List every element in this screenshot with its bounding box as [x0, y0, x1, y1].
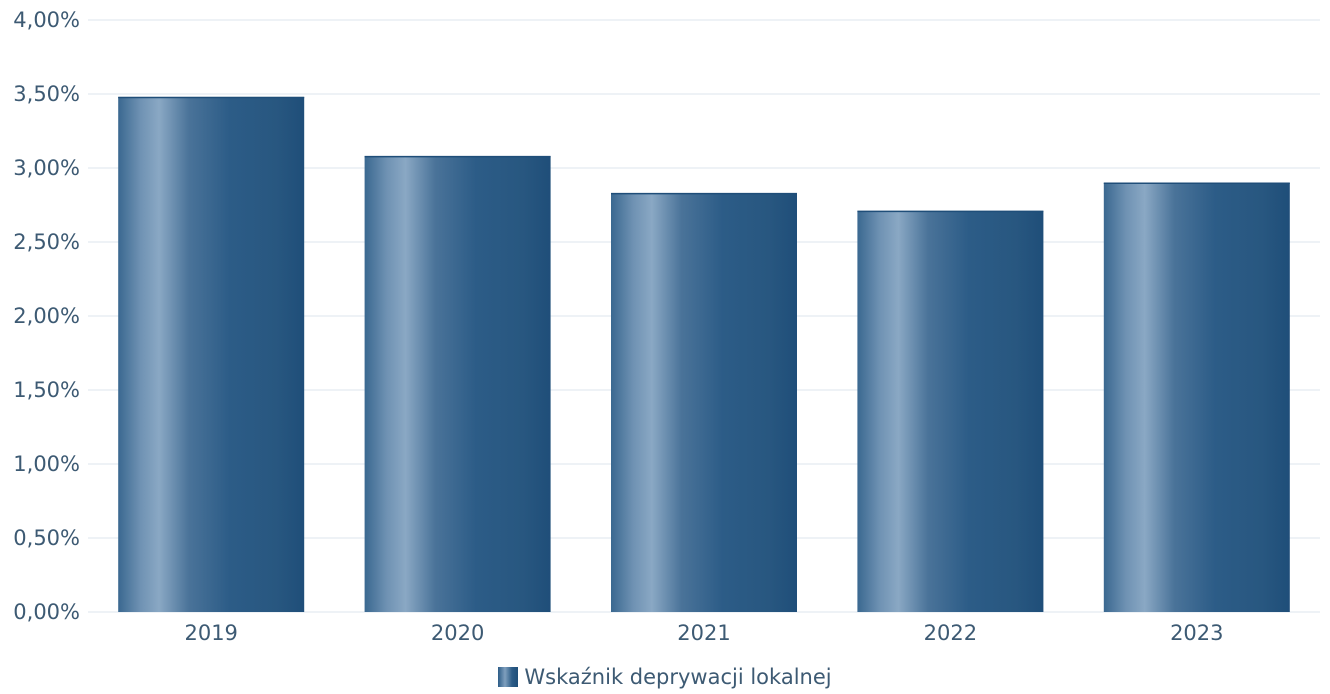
bar-2021 — [611, 193, 797, 612]
y-tick-label: 1,50% — [13, 378, 80, 402]
y-tick-label: 3,00% — [13, 156, 80, 180]
x-tick-label: 2020 — [431, 621, 484, 645]
bar-2020 — [364, 156, 551, 612]
bars — [118, 96, 1290, 613]
y-tick-label: 2,00% — [13, 304, 80, 328]
x-tick-label: 2022 — [924, 621, 977, 645]
bar-2019 — [118, 96, 305, 612]
y-tick-label: 3,50% — [13, 82, 80, 106]
x-axis: 2019 2020 2021 2022 2023 — [184, 621, 1223, 645]
y-tick-label: 1,00% — [13, 452, 80, 476]
y-tick-label: 4,00% — [13, 8, 80, 32]
y-tick-label: 0,50% — [13, 526, 80, 550]
y-axis: 0,00% 0,50% 1,00% 1,50% 2,00% 2,50% 3,00% 3,50%… — [13, 8, 80, 624]
legend: Wskaźnik deprywacji lokalnej — [0, 662, 1330, 692]
bar-2023 — [1103, 182, 1290, 613]
x-tick-label: 2019 — [184, 621, 237, 645]
y-tick-label: 2,50% — [13, 230, 80, 254]
y-tick-label: 0,00% — [13, 600, 80, 624]
legend-label: Wskaźnik deprywacji lokalnej — [524, 665, 832, 689]
legend-swatch — [498, 667, 519, 687]
x-tick-label: 2023 — [1170, 621, 1223, 645]
bar-2022 — [857, 210, 1044, 613]
x-tick-label: 2021 — [677, 621, 730, 645]
